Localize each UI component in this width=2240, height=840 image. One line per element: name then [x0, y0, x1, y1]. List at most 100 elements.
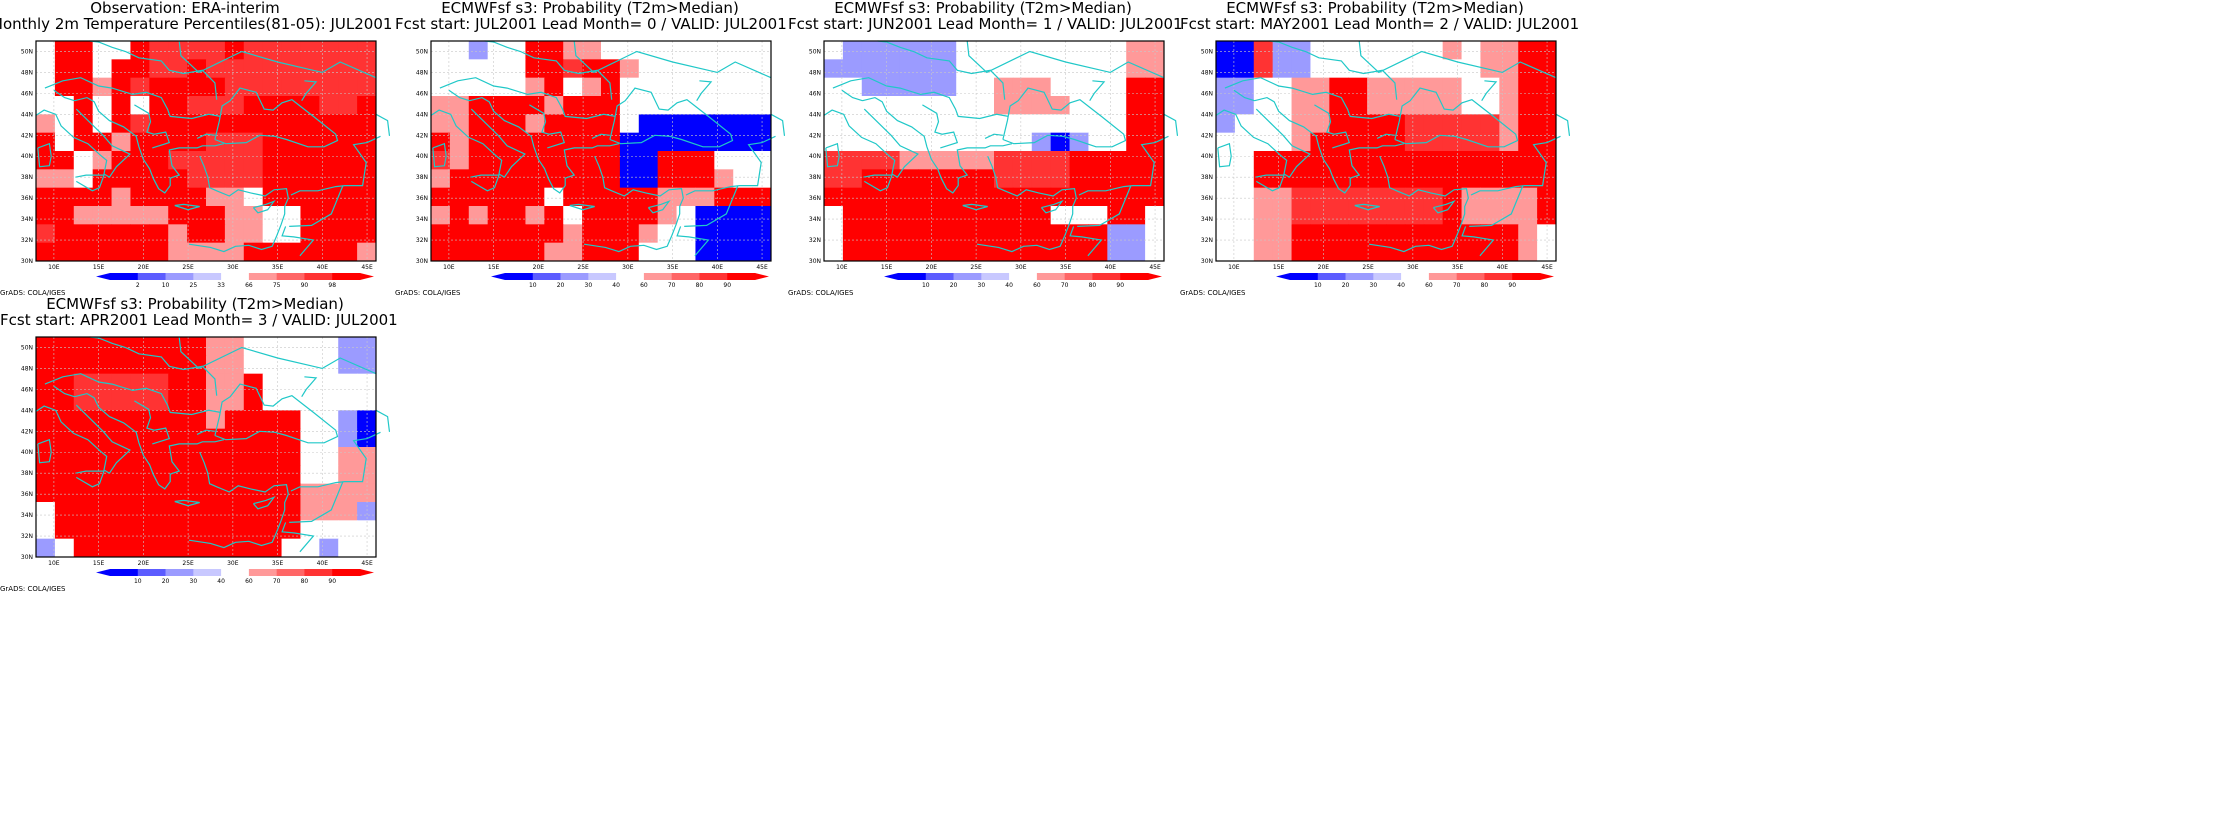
- coastline: [174, 499, 200, 507]
- grid-cell: [111, 465, 131, 485]
- grid-cell: [262, 410, 283, 430]
- coastline: [1354, 203, 1380, 211]
- grid-cell: [92, 132, 113, 152]
- grid-cell: [1310, 151, 1330, 170]
- grid-cell: [1145, 242, 1165, 262]
- panel-title: Observation: ERA-interim: [90, 0, 280, 17]
- grid-cell: [1234, 169, 1255, 189]
- grid-cell: [243, 465, 264, 485]
- map-plot: 30N 32N 34N 36N 38N 40N 42N 44N 46N 48N 50N 10E 15E 2…: [1201, 40, 1570, 289]
- grid-cell: [338, 410, 358, 430]
- map-cells: [431, 41, 772, 262]
- grid-cell: [1348, 187, 1368, 207]
- coastline: [74, 392, 225, 490]
- grid-cell: [1234, 96, 1255, 115]
- grid-cell: [1404, 151, 1425, 170]
- grid-cell: [638, 114, 659, 134]
- grid-cell: [487, 59, 508, 79]
- grid-cell: [582, 187, 602, 207]
- grid-cell: [1050, 206, 1071, 225]
- grid-cell: [1253, 206, 1274, 225]
- grid-cell: [1329, 187, 1349, 207]
- grid-cell: [695, 41, 715, 60]
- grid-cell: [695, 151, 715, 170]
- grid-cell: [243, 410, 264, 430]
- grid-cell: [300, 41, 320, 60]
- grid-cell: [243, 96, 264, 115]
- grid-cell: [1310, 169, 1330, 189]
- grid-cell: [1348, 96, 1368, 115]
- legend-tick-label: 20: [557, 282, 565, 289]
- coastline: [832, 77, 1009, 120]
- grid-cell: [1310, 224, 1330, 244]
- grid-cell: [36, 169, 56, 189]
- grid-cell: [281, 428, 301, 448]
- legend-swatch: [1484, 273, 1513, 280]
- grid-cell: [1216, 224, 1236, 244]
- coastline: [1481, 80, 1498, 102]
- grid-cell: [1050, 114, 1071, 134]
- grid-cell: [657, 206, 678, 225]
- grid-cell: [243, 132, 264, 152]
- grid-cell: [956, 206, 976, 225]
- grid-cell: [319, 77, 339, 97]
- grid-cell: [1310, 206, 1330, 225]
- lat-tick-label: 40N: [21, 449, 33, 456]
- grid-cell: [733, 114, 753, 134]
- grid-cell: [73, 77, 94, 97]
- grid-cell: [54, 538, 75, 558]
- coastline: [984, 133, 1003, 139]
- grid-cell: [1031, 114, 1052, 134]
- grid-cell: [1234, 224, 1255, 244]
- legend-swatch: [276, 569, 305, 576]
- lon-tick-label: 30E: [227, 560, 239, 567]
- grid-cell: [752, 206, 772, 225]
- grid-cell: [1386, 151, 1406, 170]
- grid-cell: [338, 114, 358, 134]
- coastline: [976, 155, 1077, 253]
- legend-tick-label: 10: [922, 282, 930, 289]
- grid-cell: [1348, 59, 1368, 79]
- grid-cell: [36, 520, 56, 540]
- grid-cell: [842, 206, 863, 225]
- grid-cell: [130, 151, 150, 170]
- grid-cell: [1253, 41, 1274, 60]
- panel-subtitle: Fcst start: MAY2001 Lead Month= 2 / VALI…: [1180, 15, 1580, 33]
- grid-cell: [281, 242, 301, 262]
- grid-cell: [149, 373, 169, 393]
- grid-cell: [1031, 132, 1052, 152]
- grid-cell: [357, 59, 377, 79]
- grid-cell: [975, 242, 995, 262]
- lat-tick-label: 46N: [21, 386, 33, 393]
- grid-cell: [563, 242, 583, 262]
- grid-cell: [130, 392, 150, 411]
- legend-tick-label: 10: [1314, 282, 1322, 289]
- grid-cell: [842, 114, 863, 134]
- grid-cell: [149, 465, 169, 485]
- lat-tick-label: 38N: [1201, 174, 1213, 181]
- lat-tick-label: 38N: [416, 174, 428, 181]
- grid-cell: [1234, 187, 1255, 207]
- panel-subtitle: Fcst start: JUN2001 Lead Month= 1 / VALI…: [788, 15, 1183, 33]
- coastline: [430, 108, 526, 179]
- grid-cell: [149, 242, 169, 262]
- grid-cell: [1329, 96, 1349, 115]
- grid-cell: [281, 169, 301, 189]
- grid-cell: [899, 169, 919, 189]
- grid-cell: [487, 114, 508, 134]
- lat-tick-label: 46N: [416, 90, 428, 97]
- grid-cell: [1126, 41, 1146, 60]
- grid-cell: [1050, 77, 1071, 97]
- grid-cell: [281, 151, 301, 170]
- color-legend: [96, 569, 374, 576]
- legend-tick-label: 60: [1033, 282, 1041, 289]
- grid-cell: [619, 187, 640, 207]
- grid-cell: [338, 483, 358, 503]
- grid-cell: [168, 520, 188, 540]
- grid-cell: [824, 242, 844, 262]
- grid-cell: [918, 132, 938, 152]
- grid-cell: [1404, 114, 1425, 134]
- plot-frame: [823, 40, 1165, 262]
- coastline: [484, 40, 613, 100]
- grid-cell: [168, 132, 188, 152]
